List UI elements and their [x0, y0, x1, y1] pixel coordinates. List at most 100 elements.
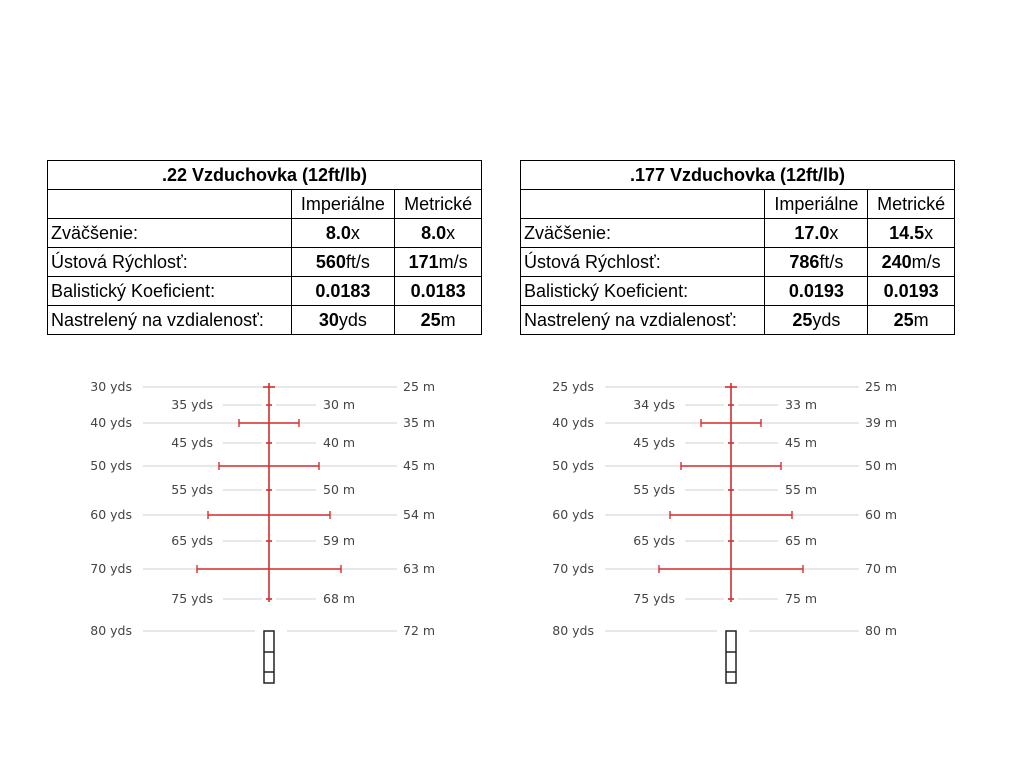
unit: m/s — [911, 251, 941, 272]
yards-label: 34 yds — [633, 397, 675, 412]
yards-label: 25 yds — [552, 379, 594, 394]
value: 0.0183 — [410, 280, 466, 301]
unit: m/s — [438, 251, 468, 272]
table-row: Ústová Rýchlosť: 560ft/s 171m/s — [47, 247, 482, 277]
row-label: Balistický Koeficient: — [519, 276, 766, 306]
metric-value: 8.0x — [394, 218, 482, 248]
yards-label: 45 yds — [633, 435, 675, 450]
meters-label: 25 m — [865, 379, 897, 394]
row-label: Balistický Koeficient: — [47, 276, 292, 306]
yards-label: 75 yds — [633, 591, 675, 606]
value: 0.0183 — [315, 280, 371, 301]
yards-label: 50 yds — [90, 458, 132, 473]
meters-label: 80 m — [865, 623, 897, 638]
row-label: Ústová Rýchlosť: — [519, 247, 766, 277]
header-metric: Metrické — [394, 189, 482, 219]
imperial-value: 0.0183 — [290, 276, 396, 306]
reticle-diagram-177: 25 yds 25 m 34 yds 33 m 40 yds 39 m 45 yds 45 m… — [552, 379, 897, 684]
row-label: Nastrelený na vzdialenosť: — [519, 305, 766, 335]
value: 30 — [318, 309, 339, 330]
value: 8.0 — [421, 222, 447, 243]
meters-label: 70 m — [865, 561, 897, 576]
metric-value: 0.0183 — [394, 276, 482, 306]
meters-label: 30 m — [323, 397, 355, 412]
row-label: Zväčšenie: — [519, 218, 766, 248]
meters-label: 68 m — [323, 591, 355, 606]
meters-label: 35 m — [403, 415, 435, 430]
unit: ft/s — [819, 251, 844, 272]
yards-label: 55 yds — [633, 482, 675, 497]
unit: ft/s — [345, 251, 370, 272]
value: 8.0 — [325, 222, 351, 243]
meters-label: 40 m — [323, 435, 355, 450]
unit: yds — [812, 309, 841, 330]
value: 560 — [315, 251, 346, 272]
table-row: Balistický Koeficient: 0.0183 0.0183 — [47, 276, 482, 306]
table-row: Zväčšenie: 17.0x 14.5x — [519, 218, 955, 248]
yards-label: 35 yds — [171, 397, 213, 412]
unit: x — [924, 222, 934, 243]
yards-label: 80 yds — [90, 623, 132, 638]
metric-value: 0.0193 — [867, 276, 955, 306]
metric-value: 25m — [394, 305, 482, 335]
yards-label: 30 yds — [90, 379, 132, 394]
meters-label: 63 m — [403, 561, 435, 576]
reticle-post — [263, 630, 275, 684]
yards-label: 75 yds — [171, 591, 213, 606]
yards-label: 70 yds — [552, 561, 594, 576]
meters-label: 39 m — [865, 415, 897, 430]
reticle-post — [725, 630, 737, 684]
meters-label: 45 m — [785, 435, 817, 450]
unit: yds — [338, 309, 367, 330]
meters-label: 50 m — [865, 458, 897, 473]
value: 171 — [408, 251, 439, 272]
value: 25 — [893, 309, 914, 330]
value: 25 — [792, 309, 813, 330]
imperial-value: 17.0x — [764, 218, 869, 248]
value: 14.5 — [889, 222, 925, 243]
table-title: .22 Vzduchovka (12ft/lb) — [47, 160, 482, 190]
yards-label: 50 yds — [552, 458, 594, 473]
meters-label: 45 m — [403, 458, 435, 473]
header-metric: Metrické — [867, 189, 955, 219]
imperial-value: 30yds — [290, 305, 396, 335]
table-row: Zväčšenie: 8.0x 8.0x — [47, 218, 482, 248]
reticle-diagram-22: 30 yds 25 m 35 yds 30 m 40 yds 35 m 45 yds 40 m… — [90, 379, 435, 684]
metric-value: 171m/s — [394, 247, 482, 277]
spec-table-177: .177 Vzduchovka (12ft/lb) Imperiálne Met… — [519, 160, 955, 335]
table-row: Balistický Koeficient: 0.0193 0.0193 — [519, 276, 955, 306]
value: 0.0193 — [788, 280, 844, 301]
unit: m — [440, 309, 456, 330]
meters-label: 72 m — [403, 623, 435, 638]
imperial-value: 25yds — [764, 305, 869, 335]
imperial-value: 8.0x — [290, 218, 396, 248]
meters-label: 65 m — [785, 533, 817, 548]
meters-label: 25 m — [403, 379, 435, 394]
meters-label: 33 m — [785, 397, 817, 412]
table-row: Nastrelený na vzdialenosť: 30yds 25m — [47, 305, 482, 335]
value: 786 — [789, 251, 820, 272]
meters-label: 75 m — [785, 591, 817, 606]
yards-label: 40 yds — [90, 415, 132, 430]
unit: x — [829, 222, 839, 243]
header-empty — [47, 189, 292, 219]
unit: x — [446, 222, 456, 243]
meters-label: 59 m — [323, 533, 355, 548]
metric-value: 25m — [867, 305, 955, 335]
meters-label: 55 m — [785, 482, 817, 497]
yards-label: 40 yds — [552, 415, 594, 430]
value: 0.0193 — [883, 280, 939, 301]
imperial-value: 0.0193 — [764, 276, 869, 306]
row-label: Nastrelený na vzdialenosť: — [47, 305, 292, 335]
yards-label: 60 yds — [90, 507, 132, 522]
value: 25 — [420, 309, 441, 330]
unit: x — [350, 222, 360, 243]
yards-label: 60 yds — [552, 507, 594, 522]
imperial-value: 560ft/s — [290, 247, 396, 277]
table-row: Ústová Rýchlosť: 786ft/s 240m/s — [519, 247, 955, 277]
value: 17.0 — [794, 222, 830, 243]
row-label: Zväčšenie: — [47, 218, 292, 248]
yards-label: 70 yds — [90, 561, 132, 576]
yards-label: 65 yds — [171, 533, 213, 548]
unit: m — [913, 309, 929, 330]
